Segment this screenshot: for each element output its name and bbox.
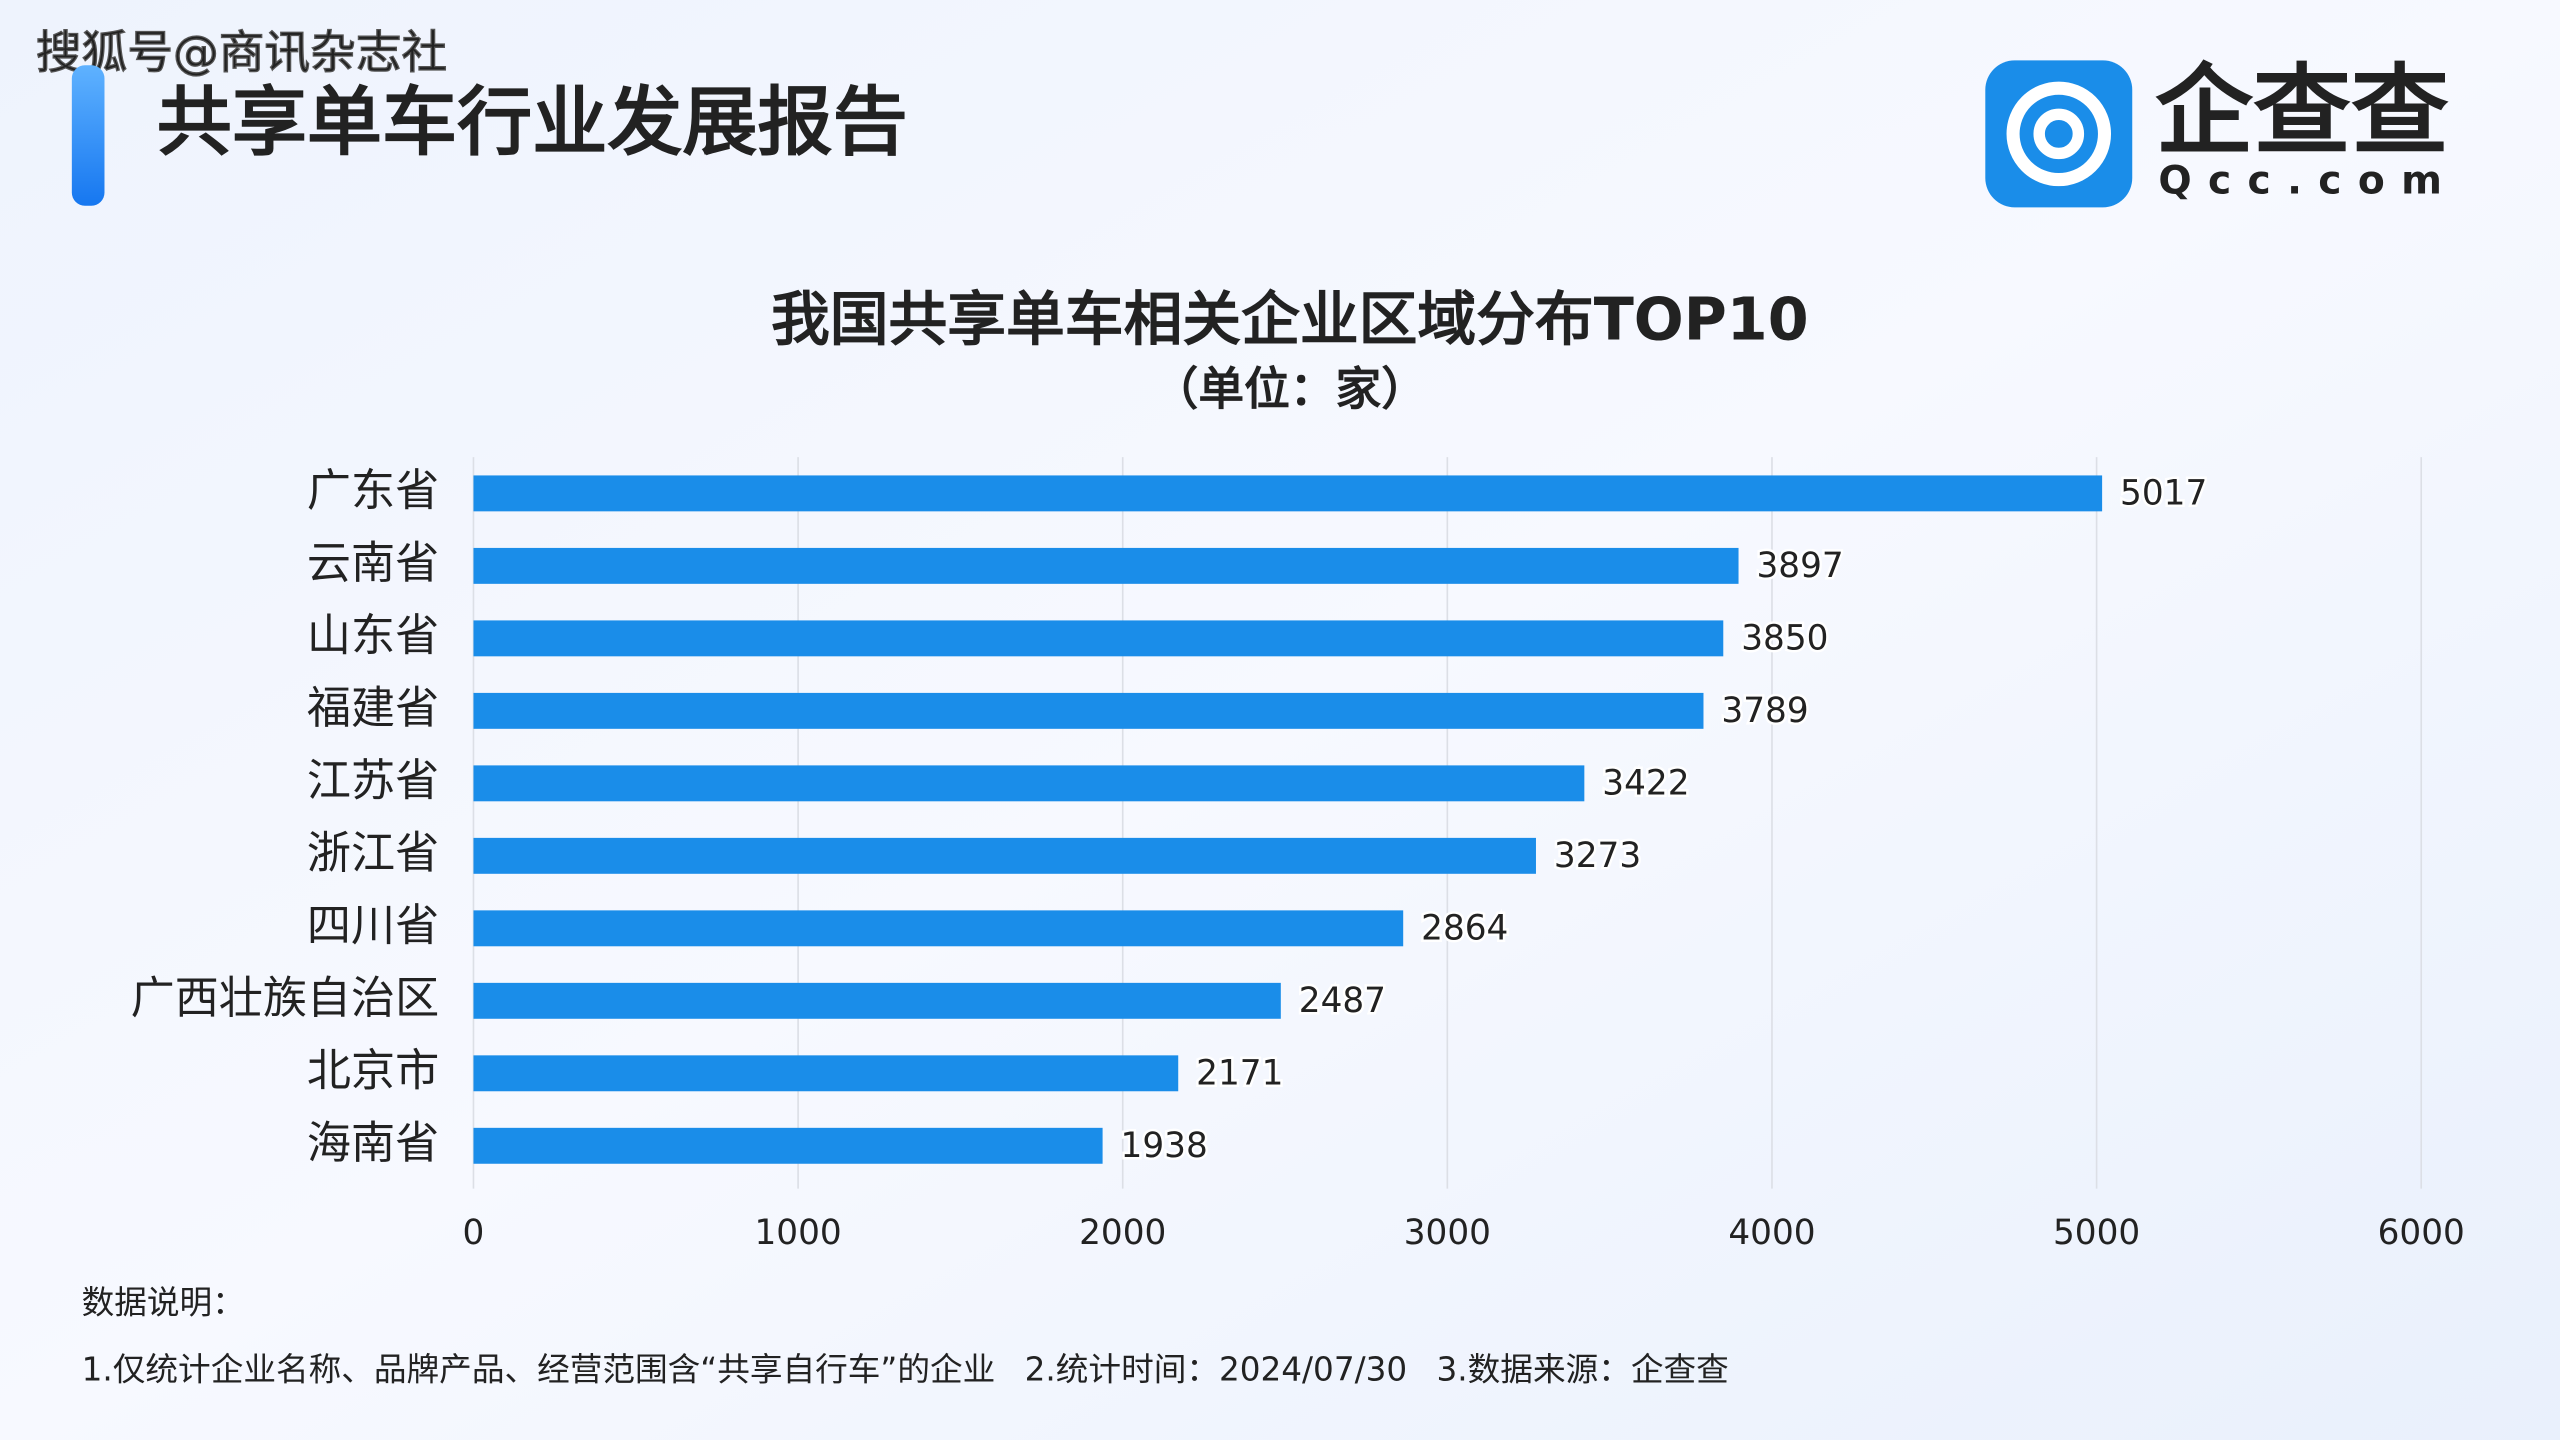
value-label: 2171 (1196, 1053, 1283, 1093)
x-tick-label: 4000 (1728, 1213, 1815, 1253)
y-tick-label: 福建省 (307, 683, 439, 734)
y-tick-label: 海南省 (307, 1118, 439, 1169)
bar (473, 1127, 1103, 1164)
logo-ring (2006, 81, 2112, 187)
x-tick-label: 2000 (1079, 1213, 1166, 1253)
note-item: 2.统计时间：2024/07/30 (1025, 1350, 1407, 1388)
notes-title: 数据说明： (82, 1283, 245, 1321)
bar (473, 475, 2103, 512)
logo-domain: Qcc.com (2158, 158, 2458, 203)
notes: 1.仅统计企业名称、品牌产品、经营范围含“共享自行车”的企业 2.统计时间：202… (82, 1350, 1729, 1388)
note-item: 3.数据来源：企查查 (1437, 1350, 1729, 1388)
x-tick-label: 1000 (754, 1213, 841, 1253)
x-tick-label: 5000 (2053, 1213, 2140, 1253)
value-label: 2487 (1299, 981, 1386, 1021)
y-tick-label: 山东省 (307, 610, 439, 661)
plot: 0 1000 2000 3000 4000 5000 6000 广东省 5017 云南省 3897 山… (131, 457, 2465, 1253)
logo-name: 企查查 (2155, 54, 2449, 168)
bar (473, 692, 1704, 729)
header-title: 共享单车行业发展报告 (157, 78, 908, 166)
value-label: 1938 (1121, 1126, 1208, 1166)
logo-core (2033, 108, 2085, 160)
y-tick-label: 广东省 (307, 465, 439, 516)
logo: 企查查 Qcc.com (1985, 54, 2458, 208)
bar (473, 547, 1739, 584)
bar (473, 910, 1404, 947)
value-label: 5017 (2120, 474, 2207, 514)
chart-title: 我国共享单车相关企业区域分布TOP10 (771, 284, 1809, 353)
y-tick-label: 广西壮族自治区 (131, 973, 440, 1024)
y-tick-label: 四川省 (307, 900, 439, 951)
y-tick-label: 浙江省 (307, 828, 439, 879)
value-label: 2864 (1421, 908, 1508, 948)
y-tick-label: 江苏省 (307, 755, 439, 806)
y-tick-label: 北京市 (307, 1045, 439, 1096)
note-item: 1.仅统计企业名称、品牌产品、经营范围含“共享自行车”的企业 (82, 1350, 996, 1388)
x-tick-label: 0 (463, 1213, 485, 1253)
value-label: 3422 (1602, 763, 1689, 803)
value-label: 3850 (1741, 618, 1828, 658)
x-tick-label: 3000 (1404, 1213, 1491, 1253)
y-tick-label: 云南省 (307, 538, 439, 589)
bar (473, 837, 1536, 874)
bar (473, 1055, 1179, 1092)
bar (473, 620, 1724, 657)
x-tick-label: 6000 (2378, 1213, 2465, 1253)
watermark: 搜狐号@商讯杂志社 (36, 26, 447, 79)
bar (473, 765, 1585, 802)
value-label: 3897 (1756, 546, 1843, 586)
accent-bar (71, 65, 105, 206)
chart-subtitle: （单位：家） (1153, 362, 1427, 415)
value-label: 3273 (1554, 836, 1641, 876)
bar (473, 982, 1281, 1019)
value-label: 3789 (1721, 691, 1808, 731)
